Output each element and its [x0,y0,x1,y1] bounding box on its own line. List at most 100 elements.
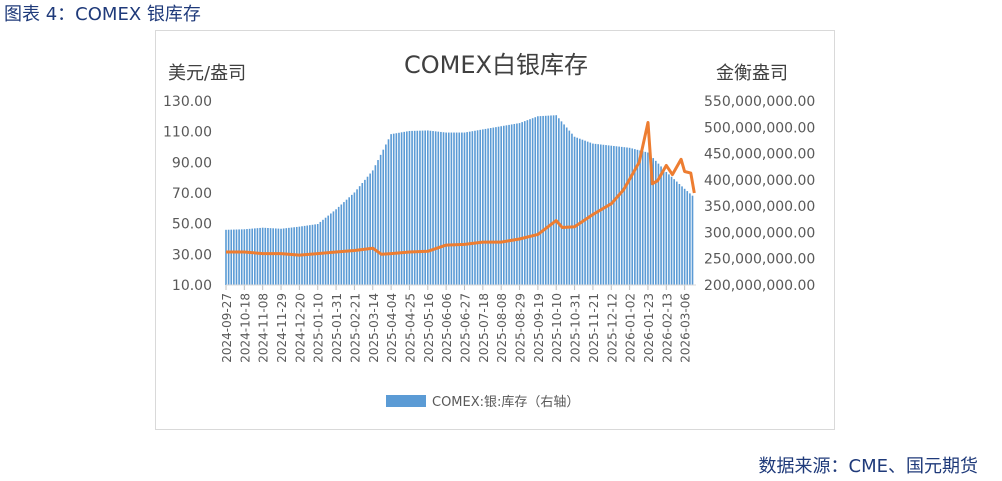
inventory-bar [518,123,521,285]
right-axis-ticks: 200,000,000.00 250,000,000.00 300,000,000.… [704,94,815,294]
x-tick-label: 2025-03-14 [367,293,381,363]
inventory-bar [463,132,466,285]
inventory-bar [453,132,455,285]
inventory-bar [497,126,500,285]
inventory-bar [272,228,274,285]
inventory-bar [403,131,406,285]
inventory-bar [505,125,508,285]
inventory-bar [620,146,623,285]
inventory-bar [670,176,673,285]
right-tick-label: 450,000,000.00 [704,147,815,163]
inventory-bar [374,165,377,285]
inventory-bar [246,229,248,285]
source-note: 数据来源：CME、国元期货 [758,456,978,477]
inventory-bar [681,186,683,285]
right-tick-label: 300,000,000.00 [704,225,815,241]
inventory-bar [348,197,350,285]
inventory-bar [526,120,529,285]
inventory-bar [615,146,618,285]
inventory-bar [288,227,290,285]
inventory-bar [636,149,639,285]
inventory-bar [238,229,240,285]
inventory-bar [390,134,392,285]
inventory-bar [251,228,254,285]
figure-title: 图表 4：COMEX 银库存 [4,4,201,25]
legend: COMEX:银:库存（右轴） [386,394,579,410]
inventory-bar [400,132,403,285]
left-tick-label: 70.00 [172,186,212,202]
inventory-bar [668,174,670,285]
inventory-bar [256,228,259,285]
inventory-bar [324,217,327,285]
inventory-bar [552,115,555,286]
inventory-bar [534,117,537,285]
inventory-bar [437,131,440,285]
inventory-bar [264,227,267,285]
inventory-bar [468,131,471,285]
silver-inventory-chart: COMEX白银库存 美元/盎司 金衡盎司 10.00 30.00 50.00 70.0… [163,51,815,410]
inventory-bar [686,191,689,285]
inventory-bar [634,149,636,285]
inventory-bar [337,206,340,285]
x-axis-ticks: 2024-09-27 2024-10-18 2024-11-08 2024-11-29… [220,285,693,363]
inventory-bar [492,127,495,285]
inventory-bar [450,132,453,285]
inventory-bar [350,194,353,285]
x-tick-label: 2025-01-31 [330,293,344,363]
inventory-bar [660,166,662,285]
inventory-bar [610,145,613,285]
inventory-bar [544,115,547,285]
x-tick-label: 2025-07-18 [477,293,491,363]
inventory-bar [330,213,332,285]
inventory-bar [631,148,634,285]
inventory-bar [647,152,649,285]
inventory-bar [335,209,337,285]
inventory-bar [563,124,565,285]
inventory-bar [471,131,474,285]
inventory-bar [581,139,584,285]
inventory-bar [539,116,542,285]
x-tick-label: 2025-04-25 [403,293,417,363]
x-tick-label: 2025-09-19 [532,293,546,363]
inventory-bar [416,130,419,285]
inventory-bar [510,124,513,285]
inventory-bar [502,125,505,285]
inventory-bar [537,116,539,285]
inventory-bar [550,115,552,286]
legend-label: COMEX:银:库存（右轴） [432,394,579,410]
inventory-bar [243,229,246,285]
right-tick-label: 500,000,000.00 [704,120,815,136]
inventory-bar [607,145,610,285]
inventory-bar [605,145,607,285]
inventory-bar [476,130,479,285]
bars-layer [225,115,694,286]
inventory-bar [626,147,628,285]
x-tick-label: 2026-01-02 [624,293,638,363]
x-tick-label: 2025-10-10 [550,293,564,363]
inventory-bar [269,228,272,285]
inventory-bar [395,133,398,285]
x-tick-label: 2025-02-21 [348,293,362,363]
inventory-bar [434,131,437,285]
inventory-bar [623,147,626,285]
right-tick-label: 200,000,000.00 [704,278,815,294]
x-tick-label: 2024-11-29 [275,293,289,363]
inventory-bar [340,204,343,285]
inventory-bar [421,130,424,285]
inventory-bar [691,195,694,285]
inventory-bar [495,127,497,285]
inventory-bar [392,133,395,285]
inventory-bar [429,130,432,285]
inventory-bar [408,130,411,285]
inventory-bar [285,228,288,285]
inventory-bar [240,229,243,285]
inventory-bar [649,155,652,285]
right-tick-label: 350,000,000.00 [704,199,815,215]
inventory-bar [413,130,416,285]
inventory-bar [369,173,371,285]
left-axis-label: 美元/盎司 [168,63,246,84]
inventory-bar [639,150,641,285]
inventory-bar [387,139,390,285]
right-tick-label: 400,000,000.00 [704,173,815,189]
inventory-bar [628,147,631,285]
